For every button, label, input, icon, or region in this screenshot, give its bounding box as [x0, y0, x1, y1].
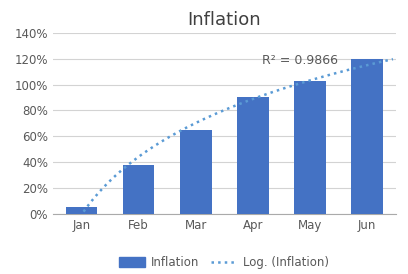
Bar [66, 207, 97, 214]
Bar [123, 165, 154, 214]
Bar [351, 59, 383, 214]
Legend: Inflation, Log. (Inflation): Inflation, Log. (Inflation) [120, 256, 329, 269]
Title: Inflation: Inflation [188, 10, 261, 28]
Bar [180, 130, 211, 214]
Bar [237, 98, 268, 214]
Text: R² = 0.9866: R² = 0.9866 [262, 55, 338, 67]
Bar [294, 81, 326, 214]
